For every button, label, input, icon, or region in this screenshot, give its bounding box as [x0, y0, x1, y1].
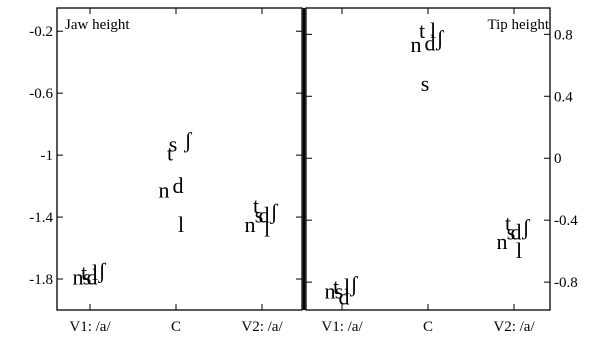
y-tick-label: -1 [41, 148, 54, 164]
data-point-d: d [425, 31, 436, 56]
y-tick-label: -0.8 [554, 275, 578, 291]
panel-2: Tip height 0.8 0.4 0 -0.4 -0.8 V1: /a/C V2: /a/… [305, 7, 578, 335]
data-point-n: n [73, 264, 84, 289]
data-point-t: t [333, 274, 339, 299]
data-point-t: t [253, 193, 259, 218]
plot-frame [56, 7, 303, 311]
data-point-s: s [507, 220, 516, 245]
data-point-d: d [173, 173, 184, 198]
data-point-l: l [178, 212, 184, 237]
y-tick-label: -1.4 [29, 210, 53, 226]
data-point-l: l [344, 274, 350, 299]
x-category-label: V2: /a/ [241, 319, 283, 335]
y-tick-label: -0.2 [29, 24, 53, 40]
y-tick-label: 0.4 [554, 89, 573, 105]
x-category-label: C [423, 319, 433, 335]
data-point-n: n [497, 229, 508, 254]
data-point-t: t [419, 18, 425, 43]
data-point-d: d [87, 264, 98, 289]
data-point-n: n [159, 178, 170, 203]
data-point-s: s [421, 71, 430, 96]
x-category-label: V2: /a/ [493, 319, 535, 335]
data-point-ʃ: ʃ [435, 26, 444, 51]
data-point-n: n [245, 212, 256, 237]
data-point-l: l [516, 238, 522, 263]
data-point-l: l [92, 260, 98, 285]
y-tick-label: 0.8 [554, 27, 573, 43]
data-point-t: t [167, 141, 173, 166]
data-point-ʃ: ʃ [269, 199, 278, 224]
data-point-t: t [505, 210, 511, 235]
data-point-s: s [255, 203, 264, 228]
data-point-s: s [83, 264, 92, 289]
data-point-d: d [259, 203, 270, 228]
data-point-ʃ: ʃ [97, 258, 106, 283]
data-point-ʃ: ʃ [521, 215, 530, 240]
y-tick-label: 0 [554, 151, 562, 167]
data-point-t: t [81, 260, 87, 285]
data-point-n: n [411, 32, 422, 57]
y-tick-label: -1.8 [29, 272, 53, 288]
data-point-s: s [169, 131, 178, 156]
panel-1: Jaw height -0.2 -0.6 -1 -1.4 -1.8 V1: /a/C V2: … [29, 7, 303, 335]
data-point-l: l [264, 216, 270, 241]
data-point-d: d [511, 220, 522, 245]
panel-title: Jaw height [65, 17, 130, 33]
y-tick-label: -0.4 [554, 213, 578, 229]
data-point-ʃ: ʃ [183, 128, 192, 153]
panel-title: Tip height [487, 17, 549, 33]
data-point-ʃ: ʃ [349, 272, 358, 297]
data-point-s: s [335, 278, 344, 303]
x-category-label: C [171, 319, 181, 335]
data-point-d: d [339, 285, 350, 310]
y-tick-label: -0.6 [29, 86, 53, 102]
x-category-label: V1: /a/ [321, 319, 363, 335]
panels-layer: Jaw height -0.2 -0.6 -1 -1.4 -1.8 V1: /a/C V2: … [29, 7, 578, 335]
x-category-label: V1: /a/ [69, 319, 111, 335]
data-point-l: l [430, 18, 436, 43]
data-point-n: n [325, 278, 336, 303]
